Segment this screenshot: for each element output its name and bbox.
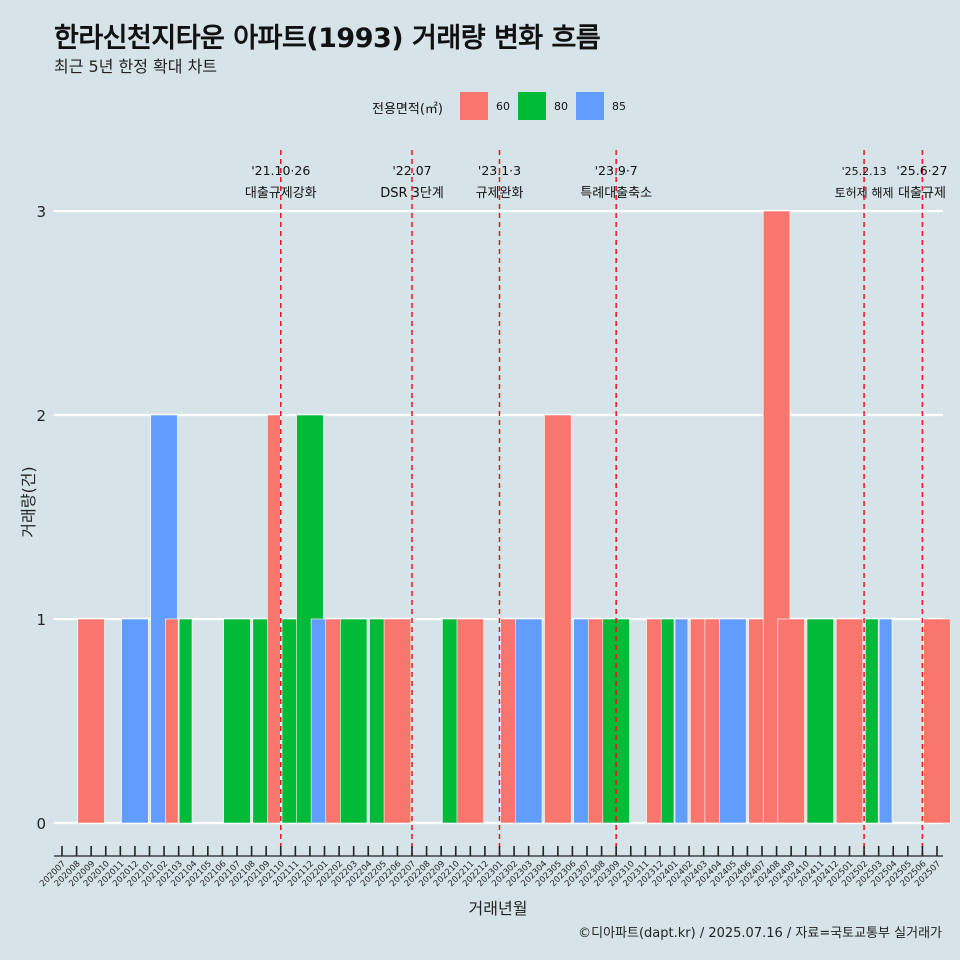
y-tick-label: 1 <box>36 611 46 629</box>
bar-202303-85 <box>515 618 543 824</box>
source-caption: ©디아파트(dapt.kr) / 2025.07.16 / 자료=국토교통부 실… <box>578 926 942 941</box>
annotation-label: 대출규제강화 <box>245 186 317 201</box>
legend-label-80: 80 <box>554 100 568 113</box>
bar-202503-80 <box>865 618 879 824</box>
legend-key-85 <box>576 92 604 120</box>
legend-key-60 <box>460 92 488 120</box>
annotation-label: 대출규제 <box>898 186 946 201</box>
axes: 0123202007202008202009202010202011202012… <box>36 203 943 889</box>
x-axis-label: 거래년월 <box>469 899 528 918</box>
legend-title: 전용면적(㎡) <box>372 102 443 117</box>
bar-202012-85 <box>121 618 149 824</box>
chart-title: 한라신천지타운 아파트(1993) 거래량 변화 흐름 <box>54 23 601 54</box>
y-tick-label: 0 <box>36 815 46 833</box>
bar-202211-60 <box>456 618 484 824</box>
annotation-date: '25.2.13 <box>842 165 887 178</box>
bar-202401-85 <box>674 618 689 824</box>
legend: 전용면적(㎡) 60 80 85 <box>0 92 960 122</box>
bar-202503-85 <box>878 618 893 824</box>
bar-202305-60 <box>544 414 572 824</box>
bar-202507-60 <box>923 618 951 824</box>
annotation-date: '25.6·27 <box>896 163 947 178</box>
bar-202103-80 <box>178 618 193 824</box>
bar-202203-80 <box>340 618 368 824</box>
annotation-label: 특례대출축소 <box>580 186 652 201</box>
bar-202501-60 <box>835 618 864 824</box>
legend-key-80 <box>518 92 546 120</box>
bar-202110-60 <box>267 414 281 824</box>
bar-202411-80 <box>806 618 834 824</box>
annotation-label: DSR 3단계 <box>380 186 444 201</box>
bar-202103-60 <box>165 618 179 824</box>
annotation-date: '23.9·7 <box>595 163 638 178</box>
bar-202409-60 <box>777 618 805 824</box>
bar-202206-60 <box>383 618 412 824</box>
annotations: '21.10·26 대출규제강화 '22.07 DSR 3단계 '23.1·3 규제완화 '… <box>245 150 948 856</box>
bar-202401-80 <box>660 618 675 824</box>
annotation-date: '22.07 <box>392 163 431 178</box>
chart-subtitle: 최근 5년 한정 확대 차트 <box>54 57 218 76</box>
y-axis-label: 거래량(건) <box>19 466 38 537</box>
bar-202107-80 <box>223 618 251 824</box>
bars <box>77 210 951 824</box>
annotation-date: '21.10·26 <box>251 163 310 178</box>
y-tick-label: 2 <box>36 407 46 425</box>
bar-202405-85 <box>719 618 747 824</box>
legend-label-85: 85 <box>612 100 626 113</box>
legend-label-60: 60 <box>496 100 510 113</box>
annotation-date: '23.1·3 <box>478 163 521 178</box>
annotation-label: 규제완화 <box>476 186 524 201</box>
y-tick-label: 3 <box>36 203 46 221</box>
bar-202009-60 <box>77 618 105 824</box>
annotation-label: 토허제 해제 <box>835 186 894 200</box>
